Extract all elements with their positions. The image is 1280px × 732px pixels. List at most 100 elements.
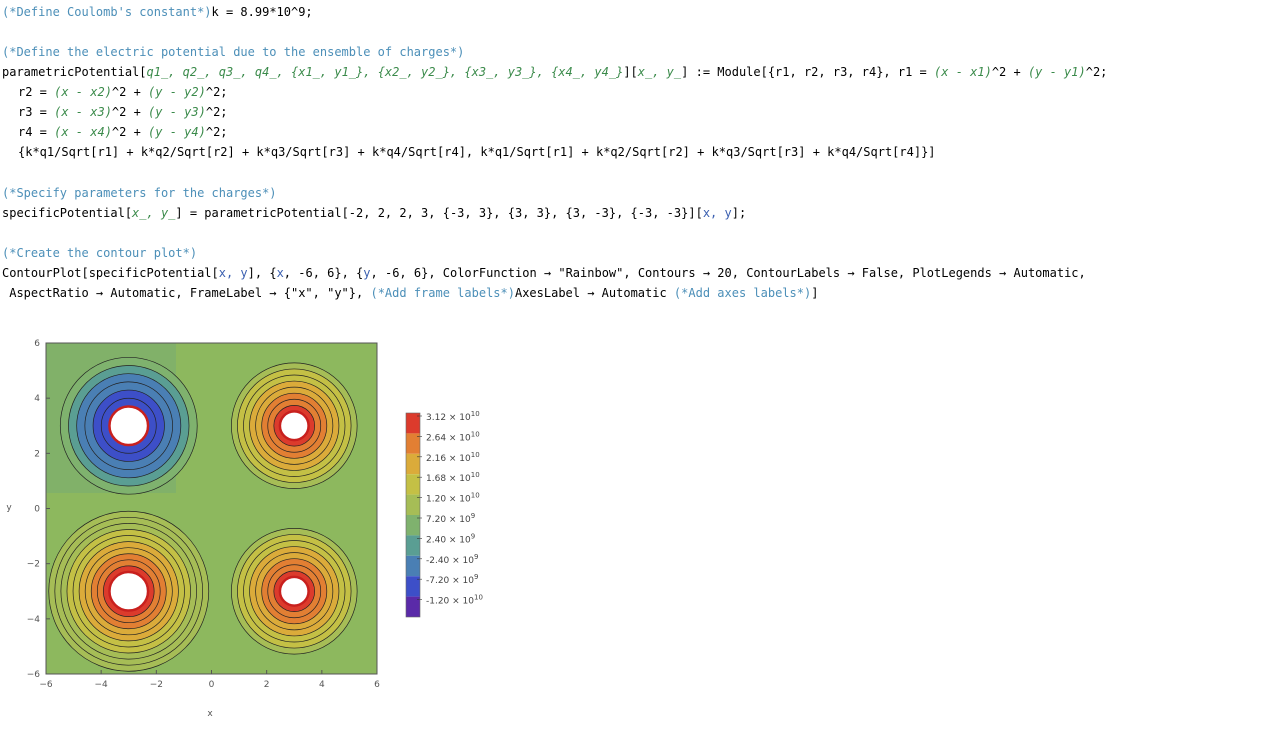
y-tick-label: −4 <box>27 615 41 625</box>
charge-3-contours <box>231 528 358 655</box>
code-var: (x - x3) <box>54 105 112 119</box>
code-line-10[interactable]: (*Create the contour plot*) <box>2 245 197 261</box>
legend-exponent: 10 <box>471 451 480 459</box>
x-tick-label: −6 <box>39 680 53 690</box>
legend-swatch <box>406 413 420 434</box>
legend-swatch <box>406 576 420 597</box>
axis-ticks: −6 −4 −2 0 2 4 6 6 4 2 0 −2 −4 −6 <box>27 339 380 690</box>
code-text: specificPotential[ <box>2 206 133 220</box>
y-axis-label: y <box>6 503 12 513</box>
y-tick-label: −6 <box>27 670 41 680</box>
code-var: (x - x1) <box>934 65 992 79</box>
comment: (*Add axes labels*) <box>673 286 812 300</box>
x-tick-label: −2 <box>150 680 163 690</box>
code-text: parametricPotential[ <box>2 65 147 79</box>
legend-label: 2.16 × 1010 <box>426 451 480 464</box>
singularity-hole <box>108 570 150 612</box>
code-text: ] := Module[{r1, r2, r3, r4}, r1 = <box>681 65 935 79</box>
code-text: r2 = <box>18 85 55 99</box>
code-line-9[interactable]: specificPotential[x_, y_] = parametricPo… <box>2 205 746 221</box>
singularity-hole <box>278 410 310 442</box>
code-text: ^2; <box>205 125 228 139</box>
code-line-1[interactable]: (*Define Coulomb's constant*)k = 8.99*10… <box>2 4 313 20</box>
code-text: ^2 + <box>111 85 149 99</box>
x-tick-label: 4 <box>319 680 325 690</box>
code-line-4[interactable]: r2 = (x - x2)^2 + (y - y2)^2; <box>18 84 228 100</box>
code-text: {k*q1/Sqrt[r1] + k*q2/Sqrt[r2] + k*q3/Sq… <box>18 145 936 159</box>
legend-frame <box>405 412 421 618</box>
legend-swatch <box>406 453 420 475</box>
legend-swatch <box>406 433 420 454</box>
code-text: AxesLabel → Automatic <box>514 286 674 300</box>
legend-label: -2.40 × 109 <box>426 553 478 566</box>
code-var: (x - x2) <box>54 85 112 99</box>
charge-1-contours <box>59 356 198 495</box>
color-legend: 3.12 × 1010 2.64 × 1010 2.16 × 1010 1.68 × … <box>405 410 483 618</box>
code-var: (y - y4) <box>148 125 206 139</box>
legend-swatch <box>406 474 420 495</box>
code-var: y <box>363 266 371 280</box>
code-text: k = 8.99*10^9; <box>211 5 313 19</box>
code-var: (y - y1) <box>1027 65 1086 79</box>
singularity-hole <box>108 405 150 447</box>
code-line-5[interactable]: r3 = (x - x3)^2 + (y - y3)^2; <box>18 104 228 120</box>
code-var: (x - x4) <box>54 125 112 139</box>
pattern-args: x_, y_ <box>637 65 682 79</box>
legend-label: 2.40 × 109 <box>426 532 475 545</box>
legend-swatch <box>406 515 420 536</box>
code-var: x, y <box>702 206 732 220</box>
legend-label: 1.68 × 1010 <box>426 471 480 484</box>
pattern-args: q1_, q2_, q3_, q4_, {x1_, y1_}, {x2_, y2… <box>146 65 624 79</box>
x-tick-label: −4 <box>95 680 109 690</box>
code-text: ], { <box>247 266 277 280</box>
code-text: ^2 + <box>111 125 149 139</box>
y-tick-label: 0 <box>34 505 40 515</box>
code-text: ^2; <box>1085 65 1108 79</box>
x-tick-label: 2 <box>264 680 270 690</box>
code-line-12[interactable]: AspectRatio → Automatic, FrameLabel → {"… <box>2 285 818 301</box>
code-var: (y - y2) <box>148 85 206 99</box>
contour-plot-output[interactable]: −6 −4 −2 0 2 4 6 6 4 2 0 −2 −4 −6 x y 3.12 × 1010 2.64… <box>0 330 500 728</box>
legend-exponent: 10 <box>474 594 483 602</box>
legend-label: 7.20 × 109 <box>426 512 475 525</box>
code-line-3[interactable]: parametricPotential[q1_, q2_, q3_, q4_, … <box>2 64 1107 80</box>
legend-label: -1.20 × 1010 <box>426 594 483 607</box>
legend-label: 1.20 × 1010 <box>426 492 480 505</box>
legend-swatch <box>406 535 420 556</box>
legend-exponent: 9 <box>471 532 475 540</box>
y-tick-label: 4 <box>34 394 40 404</box>
x-axis-label: x <box>207 709 213 719</box>
y-tick-label: 2 <box>34 449 40 459</box>
contour-field <box>46 343 377 674</box>
comment: (*Add frame labels*) <box>370 286 515 300</box>
code-line-6[interactable]: r4 = (x - x4)^2 + (y - y4)^2; <box>18 124 228 140</box>
code-text: ^2 + <box>111 105 149 119</box>
code-text: AspectRatio → Automatic, FrameLabel → {"… <box>2 286 371 300</box>
code-text: , -6, 6}, { <box>283 266 364 280</box>
code-var: x, y <box>218 266 248 280</box>
charge-2-contours <box>231 362 358 489</box>
code-text: r3 = <box>18 105 55 119</box>
code-text: ] <box>811 286 819 300</box>
comment: (*Create the contour plot*) <box>2 246 198 260</box>
pattern-args: x_, y_ <box>132 206 176 220</box>
legend-swatch <box>406 494 420 515</box>
x-tick-label: 0 <box>209 680 215 690</box>
legend-exponent: 10 <box>471 471 480 479</box>
code-line-7[interactable]: {k*q1/Sqrt[r1] + k*q2/Sqrt[r2] + k*q3/Sq… <box>18 144 936 160</box>
code-text: ^2; <box>205 105 228 119</box>
code-var: (y - y3) <box>148 105 206 119</box>
code-line-8[interactable]: (*Specify parameters for the charges*) <box>2 185 277 201</box>
code-text: ] = parametricPotential[-2, 2, 2, 3, {-3… <box>175 206 703 220</box>
legend-label: -7.20 × 109 <box>426 573 478 586</box>
contour-plot[interactable]: −6 −4 −2 0 2 4 6 6 4 2 0 −2 −4 −6 x y 3.12 × 1010 2.64… <box>0 330 500 728</box>
code-text: ][ <box>623 65 638 79</box>
comment: (*Define the electric potential due to t… <box>2 45 465 59</box>
comment: (*Specify parameters for the charges*) <box>2 186 277 200</box>
singularity-hole <box>278 575 310 607</box>
charge-4-contours <box>48 510 210 672</box>
code-line-11[interactable]: ContourPlot[specificPotential[x, y], {x,… <box>2 265 1086 281</box>
code-text: ]; <box>731 206 747 220</box>
code-text: , -6, 6}, ColorFunction → "Rainbow", Con… <box>370 266 1086 280</box>
code-line-2[interactable]: (*Define the electric potential due to t… <box>2 44 464 60</box>
